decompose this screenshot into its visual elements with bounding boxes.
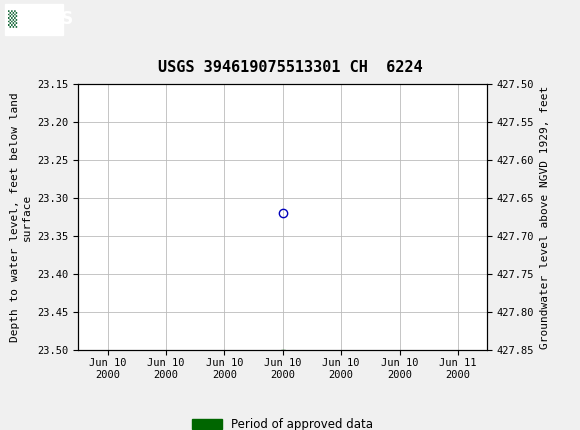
Y-axis label: Depth to water level, feet below land
surface: Depth to water level, feet below land su… (10, 92, 32, 342)
Text: USGS 394619075513301 CH  6224: USGS 394619075513301 CH 6224 (158, 60, 422, 75)
Y-axis label: Groundwater level above NGVD 1929, feet: Groundwater level above NGVD 1929, feet (540, 86, 550, 349)
Text: USGS: USGS (22, 10, 73, 28)
Legend: Period of approved data: Period of approved data (187, 413, 378, 430)
FancyBboxPatch shape (5, 4, 63, 35)
Text: ▒: ▒ (8, 11, 17, 28)
